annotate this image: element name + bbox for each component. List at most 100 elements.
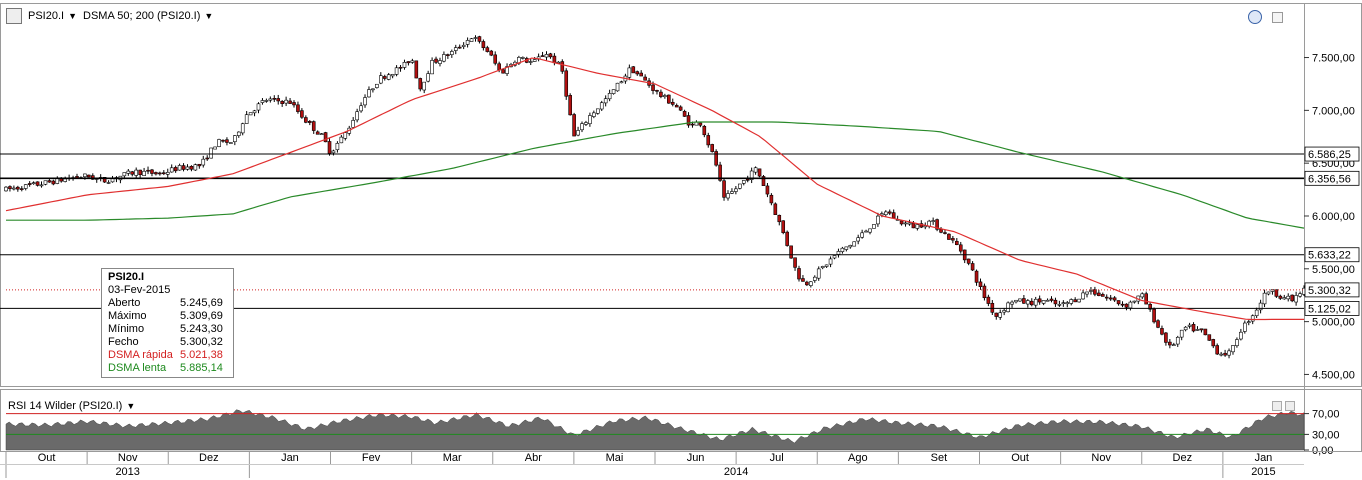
candle-body [1029,300,1034,306]
candle-body [146,169,150,172]
candle-body [31,182,36,185]
candle-body [371,88,375,91]
candle-body [209,147,213,159]
candle-body [461,44,466,47]
chart-window-controls [1248,10,1283,24]
info-box-rows: Aberto 5.245,69 Máximo 5.309,69 Mínimo 5.243,… [108,297,233,375]
candle-body [848,245,853,248]
candle-body [256,103,261,111]
candle-body [891,212,896,219]
candle-body [1014,299,1018,303]
candle-body [1156,320,1160,328]
candle-body [311,121,316,131]
month-label: Out [1011,452,1029,464]
candle-body [734,188,738,192]
chevron-down-icon: ▼ [204,11,214,21]
restore-icon[interactable] [1272,401,1282,411]
info-row: Fecho 5.300,32 [108,336,233,349]
candle-body [390,73,395,77]
candle-body [958,244,963,252]
candle-body [903,222,908,225]
candle-body [434,58,438,63]
candle-body [1073,299,1077,303]
candle-body [844,246,849,250]
close-icon[interactable] [1285,401,1295,411]
candle-body [1002,310,1006,313]
candle-body [741,180,746,184]
level-label: 6.586,25 [1308,149,1351,161]
candle-body [1246,321,1251,323]
candle-body [398,66,403,69]
candle-body [300,110,304,118]
candle-body [951,238,955,241]
indicator-selector[interactable]: DSMA 50; 200 (PSI20.I) ▼ [83,10,213,22]
candle-body [4,186,8,192]
rsi-tick-label: 30,00 [1312,429,1340,441]
candle-body [1085,291,1089,295]
month-label: Ago [848,452,868,464]
candle-body [1097,292,1101,296]
candle-body [264,100,269,102]
candle-body [1026,300,1030,305]
candle-body [828,258,833,265]
candle-body [722,180,726,198]
info-row-value: 5.243,30 [180,323,223,335]
candle-body [635,71,640,75]
candle-body [1223,352,1227,356]
clock-icon[interactable] [1248,10,1262,24]
candle-body [1152,308,1156,323]
info-row-label: Aberto [108,297,141,309]
candle-body [446,54,450,56]
info-row-label: Máximo [108,310,147,322]
candle-body [1140,293,1145,298]
symbol-selector[interactable]: PSI20.I ▼ [28,10,77,22]
candle-body [1081,292,1085,300]
y-tick-label: 5.500,00 [1312,264,1355,276]
year-label: 2014 [724,466,748,478]
candle-body [576,130,580,136]
candle-body [521,57,525,59]
candle-body [244,114,249,124]
candle-body [915,224,920,229]
candle-body [1132,300,1137,303]
candle-body [1104,296,1109,299]
candle-body [966,258,971,264]
candle-body [939,228,943,233]
candle-body [268,98,273,101]
candle-body [797,268,801,280]
candle-body [738,183,742,189]
candle-body [201,158,206,166]
candle-body [1061,302,1066,304]
candle-body [1282,297,1287,300]
candle-body [177,165,182,171]
candle-body [785,231,789,246]
candle-body [809,281,813,286]
candle-body [229,142,233,144]
ohlc-info-box: PSI20.I 03-Fev-2015 Aberto 5.245,69 Máximo… [101,268,234,378]
candle-body [1278,295,1283,299]
candle-body [769,194,774,204]
level-label: 5.300,32 [1308,285,1351,297]
candle-body [185,166,190,170]
month-label: Abr [525,452,542,464]
candle-body [1120,303,1125,306]
candle-body [87,174,91,178]
info-row-value: 5.021,38 [180,349,223,361]
rsi-panel-title[interactable]: RSI 14 Wilder (PSI20.I) ▼ [8,400,135,412]
chart-type-icon[interactable] [6,8,22,24]
candle-body [595,108,600,114]
candle-body [1148,303,1152,310]
candle-body [544,54,549,58]
month-label: Dez [199,452,219,464]
candle-body [319,133,324,136]
candle-body [1211,339,1216,347]
candle-body [698,122,703,126]
candle-body [568,95,572,116]
candle-body [335,143,340,151]
candle-body [162,172,166,175]
restore-icon[interactable] [1272,11,1283,23]
candle-body [528,61,533,63]
candle-body [1294,295,1298,303]
candle-body [584,122,588,125]
